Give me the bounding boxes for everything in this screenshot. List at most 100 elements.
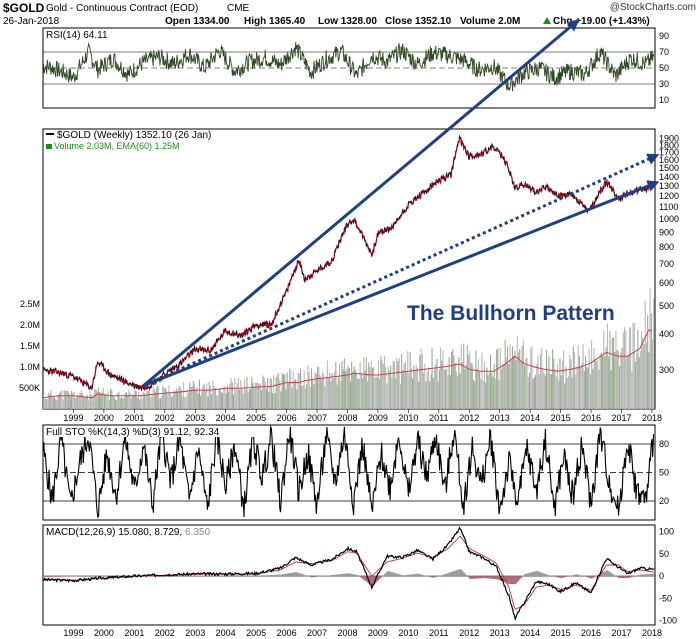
volume-bar [595, 361, 598, 409]
volume-bar [232, 394, 235, 409]
volume-bar [650, 313, 652, 409]
macd-histogram-bar [653, 573, 655, 577]
macd-x-tick-label: 2016 [581, 628, 601, 638]
volume-bar [122, 398, 124, 409]
volume-bar [645, 341, 647, 409]
macd-histogram-bar [345, 573, 347, 577]
price-layer: 300 400 500 600 700 800 900 1000 110012001300140… [19, 19, 679, 423]
macd-histogram-bar [548, 575, 550, 577]
symbol-title: $GOLD [3, 1, 45, 15]
volume-bar [181, 396, 183, 409]
volume-bar [514, 350, 516, 409]
macd-histogram-bar [269, 575, 271, 577]
volume-bar [500, 369, 503, 409]
volume-bar [150, 397, 152, 409]
volume-bar [559, 358, 561, 409]
volume-bar [327, 378, 330, 409]
volume-bar [592, 368, 594, 409]
macd-histogram-bar [591, 576, 593, 579]
volume-bar [440, 347, 442, 409]
price-tick-label: 700 [659, 259, 674, 269]
macd-histogram-bar [612, 574, 615, 577]
volume-bar [622, 332, 624, 409]
macd-histogram-bar [418, 573, 420, 577]
volume-bar [224, 386, 226, 409]
macd-histogram-bar [525, 573, 527, 577]
volume-bar [627, 355, 629, 409]
macd-histogram-bar [296, 572, 298, 577]
volume-bar [594, 358, 596, 409]
macd-histogram-bar [310, 576, 313, 578]
volume-bar [351, 361, 353, 409]
volume-bar [176, 391, 179, 409]
volume-bar [68, 393, 70, 409]
macd-histogram-bar [421, 574, 424, 577]
macd-x-tick-label: 2012 [459, 628, 479, 638]
macd-histogram-bar [608, 571, 610, 577]
volume-bar [477, 359, 479, 409]
volume-bar [279, 380, 281, 409]
macd-histogram-bar [621, 576, 623, 579]
volume-bar [492, 376, 494, 409]
volume-bar [107, 391, 109, 409]
volume-bar [556, 363, 559, 409]
volume-bar [174, 391, 176, 409]
macd-histogram-bar [47, 576, 50, 577]
volume-bar [408, 373, 410, 409]
volume-bar [273, 375, 275, 409]
volume-bar [519, 349, 521, 409]
macd-histogram-bar [459, 569, 461, 577]
volume-bar [137, 392, 140, 409]
volume-bar [172, 396, 174, 409]
volume-bar [349, 381, 352, 409]
macd-histogram-bar [443, 574, 446, 577]
volume-bar [183, 382, 185, 409]
volume-bar [522, 340, 524, 409]
change-value: Chg +19.00 (+1.43%) [553, 16, 650, 27]
volume-bar [610, 370, 612, 409]
volume-bar [211, 394, 213, 409]
volume-bar [155, 391, 157, 409]
volume-bar [281, 373, 283, 409]
volume-bar [530, 348, 532, 409]
macd-histogram-bar [380, 576, 382, 578]
volume-bar [297, 372, 299, 409]
price-tick-label: 1200 [659, 191, 679, 201]
volume-bar [517, 352, 520, 409]
macd-x-tick-label: 2006 [277, 628, 297, 638]
volume-bar [295, 378, 297, 409]
volume-bar [74, 397, 76, 409]
volume-bar [548, 356, 550, 409]
volume-bar [541, 347, 543, 409]
macd-histogram-bar [352, 574, 354, 577]
macd-histogram-bar [369, 576, 371, 585]
macd-line [43, 526, 655, 622]
macd-histogram-bar [578, 574, 581, 577]
macd-x-tick-label: 2014 [520, 628, 540, 638]
volume-bar [558, 380, 560, 409]
volume-bar [77, 394, 79, 409]
volume-bar [243, 378, 246, 409]
macd-histogram-bar [577, 574, 580, 577]
volume-bar [118, 391, 120, 409]
price-tick-label: 500 [659, 301, 674, 311]
volume-bar [588, 348, 590, 409]
volume-bar [425, 381, 427, 409]
macd-histogram-bar [303, 574, 306, 577]
volume-bar [356, 373, 358, 409]
macd-histogram-bar [464, 573, 466, 577]
volume-bar [589, 374, 591, 409]
volume-bar [267, 377, 269, 409]
volume-bar [85, 396, 87, 409]
volume-bar [225, 393, 227, 409]
macd-histogram-bar [371, 576, 374, 587]
macd-histogram-bar [565, 576, 567, 577]
macd-histogram-bar [648, 574, 650, 577]
macd-histogram-bar [60, 576, 62, 577]
volume-bar [73, 391, 75, 409]
macd-histogram-bar [446, 573, 448, 577]
volume-bar [50, 390, 52, 409]
macd-histogram-bar [639, 574, 642, 577]
volume-bar [499, 348, 501, 409]
volume-bar [458, 356, 460, 409]
